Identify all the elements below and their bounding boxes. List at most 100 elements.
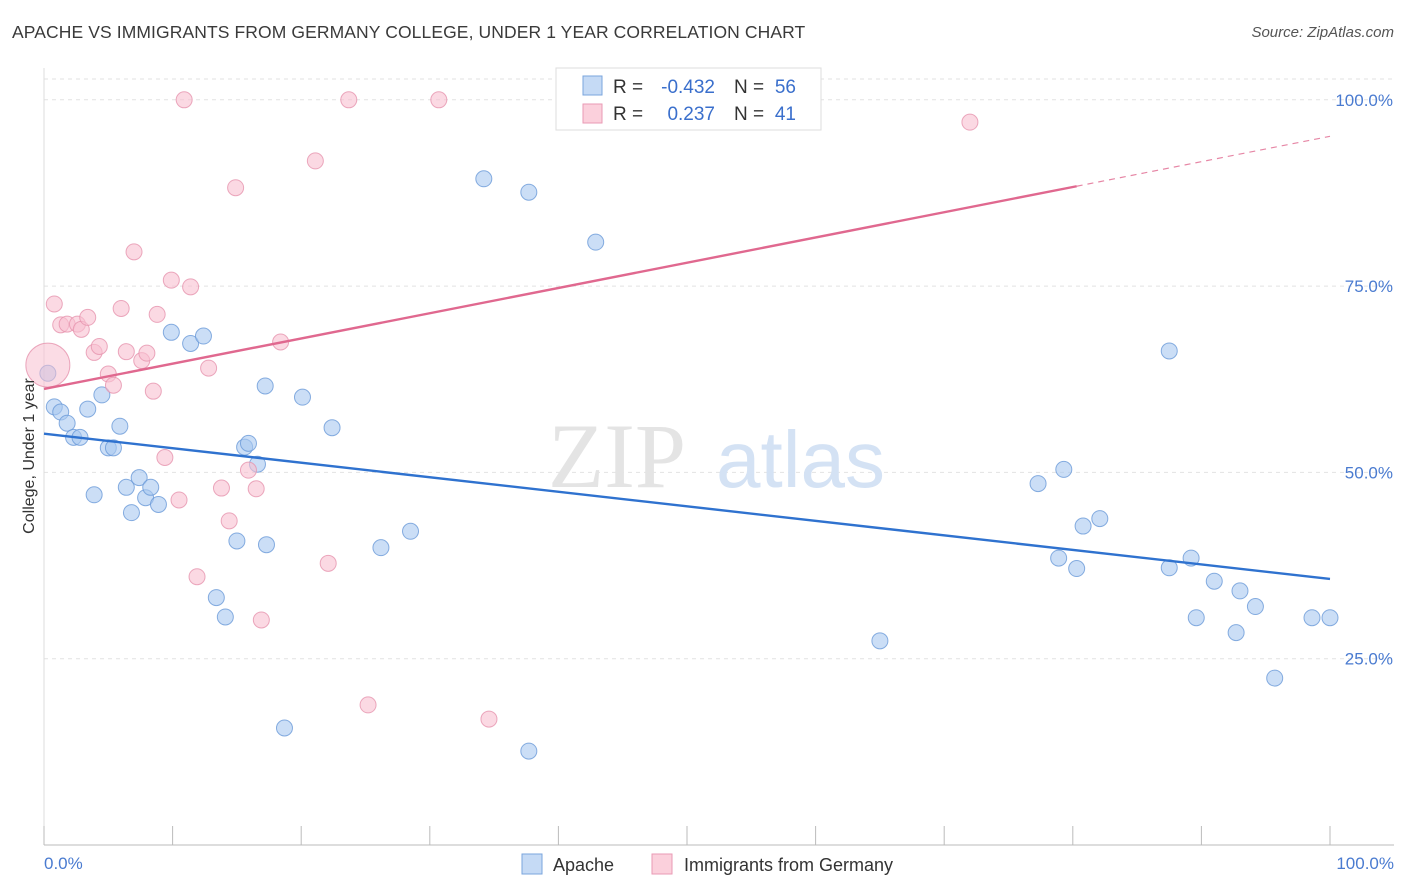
stats-n-value-apache: 56 xyxy=(775,77,796,98)
point-0-13[interactable] xyxy=(122,504,140,522)
point-0-38[interactable] xyxy=(871,632,889,650)
point-0-20[interactable] xyxy=(194,327,212,345)
stats-swatch-germany xyxy=(582,103,603,124)
point-1-15[interactable] xyxy=(138,344,156,362)
point-1-24[interactable] xyxy=(200,359,218,377)
stats-r-label-apache: R = xyxy=(613,77,643,98)
point-0-34[interactable] xyxy=(475,170,493,188)
point-1-40[interactable] xyxy=(961,113,979,131)
point-0-6[interactable] xyxy=(79,400,97,418)
point-1-26[interactable] xyxy=(220,512,238,530)
stats-n-label-germany: N = xyxy=(734,104,764,125)
point-0-53[interactable] xyxy=(1266,669,1284,687)
point-0-33[interactable] xyxy=(402,522,420,540)
x-tick-label-max: 100.0% xyxy=(1336,854,1394,873)
point-0-7[interactable] xyxy=(85,486,103,504)
point-1-30[interactable] xyxy=(252,611,270,629)
point-0-35[interactable] xyxy=(520,183,538,201)
point-1-11[interactable] xyxy=(112,299,130,317)
point-1-34[interactable] xyxy=(340,91,358,109)
point-0-52[interactable] xyxy=(1246,598,1264,616)
point-1-10[interactable] xyxy=(104,376,122,394)
legend-swatch-germany[interactable] xyxy=(651,853,673,875)
point-1-33[interactable] xyxy=(319,554,337,572)
point-1-28[interactable] xyxy=(239,461,257,479)
point-1-19[interactable] xyxy=(162,271,180,289)
point-0-31[interactable] xyxy=(323,419,341,437)
point-0-50[interactable] xyxy=(1227,624,1245,642)
point-0-28[interactable] xyxy=(257,536,275,554)
point-1-21[interactable] xyxy=(175,91,193,109)
y-tick-label-1: 50.0% xyxy=(1345,463,1393,482)
point-1-1[interactable] xyxy=(45,295,63,313)
point-0-18[interactable] xyxy=(162,323,180,341)
stats-swatch-apache xyxy=(582,75,603,96)
x-axis-ticks xyxy=(43,826,1331,845)
point-0-17[interactable] xyxy=(149,495,167,513)
point-0-8[interactable] xyxy=(93,386,111,404)
point-0-37[interactable] xyxy=(587,233,605,251)
point-0-32[interactable] xyxy=(372,539,390,557)
source-credit: Source: ZipAtlas.com xyxy=(1251,24,1394,41)
point-1-22[interactable] xyxy=(182,278,200,296)
point-0-3[interactable] xyxy=(58,414,76,432)
point-0-40[interactable] xyxy=(1050,549,1068,567)
point-0-39[interactable] xyxy=(1029,475,1047,493)
point-0-41[interactable] xyxy=(1055,460,1073,478)
point-0-54[interactable] xyxy=(1303,609,1321,627)
point-0-11[interactable] xyxy=(111,417,129,435)
point-0-16[interactable] xyxy=(142,478,160,496)
point-1-25[interactable] xyxy=(212,479,230,497)
point-1-16[interactable] xyxy=(144,382,162,400)
point-0-12[interactable] xyxy=(117,478,135,496)
watermark-atlas: atlas xyxy=(716,415,885,504)
point-0-25[interactable] xyxy=(239,434,257,452)
point-0-49[interactable] xyxy=(1205,572,1223,590)
point-0-22[interactable] xyxy=(216,608,234,626)
legend-label-apache[interactable]: Apache xyxy=(553,855,614,875)
point-1-17[interactable] xyxy=(148,305,166,323)
point-0-10[interactable] xyxy=(104,439,122,457)
point-0-55[interactable] xyxy=(1321,609,1339,627)
point-1-18[interactable] xyxy=(156,449,174,466)
point-1-8[interactable] xyxy=(90,337,108,355)
point-0-42[interactable] xyxy=(1068,560,1086,578)
point-0-48[interactable] xyxy=(1187,609,1205,627)
series-0 xyxy=(39,170,1339,760)
point-0-51[interactable] xyxy=(1231,582,1249,600)
y-axis-title: College, Under 1 year xyxy=(21,378,38,534)
point-0-21[interactable] xyxy=(207,589,225,607)
point-1-12[interactable] xyxy=(117,343,135,361)
point-1-35[interactable] xyxy=(359,696,377,714)
trend-line-0 xyxy=(43,432,1331,581)
stats-r-value-germany: 0.237 xyxy=(667,104,715,125)
point-1-23[interactable] xyxy=(188,568,206,586)
point-0-27[interactable] xyxy=(256,377,274,395)
point-1-27[interactable] xyxy=(227,179,245,197)
point-0-45[interactable] xyxy=(1160,342,1178,360)
point-1-36[interactable] xyxy=(430,91,448,109)
legend-swatch-apache[interactable] xyxy=(521,853,543,875)
point-0-19[interactable] xyxy=(182,334,200,352)
stats-n-value-germany: 41 xyxy=(775,104,796,125)
point-0-29[interactable] xyxy=(275,719,293,737)
legend: Apache Immigrants from Germany xyxy=(521,853,893,875)
legend-label-germany[interactable]: Immigrants from Germany xyxy=(684,855,893,875)
point-1-32[interactable] xyxy=(306,152,324,170)
point-0-44[interactable] xyxy=(1091,510,1109,528)
point-1-37[interactable] xyxy=(480,710,498,728)
watermark-zip: ZIP xyxy=(548,405,686,507)
point-1-20[interactable] xyxy=(170,491,188,509)
trend-line-dashed-1 xyxy=(1076,135,1331,187)
point-0-36[interactable] xyxy=(520,742,538,760)
point-1-29[interactable] xyxy=(247,480,265,498)
point-1-6[interactable] xyxy=(79,308,97,326)
point-0-23[interactable] xyxy=(228,532,246,550)
point-0-43[interactable] xyxy=(1074,517,1092,535)
trend-layer xyxy=(43,135,1331,581)
point-0-30[interactable] xyxy=(293,388,311,406)
x-tick-label-min: 0.0% xyxy=(44,854,83,873)
point-1-13[interactable] xyxy=(125,243,143,261)
point-0-14[interactable] xyxy=(130,469,148,487)
grid-lines xyxy=(44,78,1394,660)
